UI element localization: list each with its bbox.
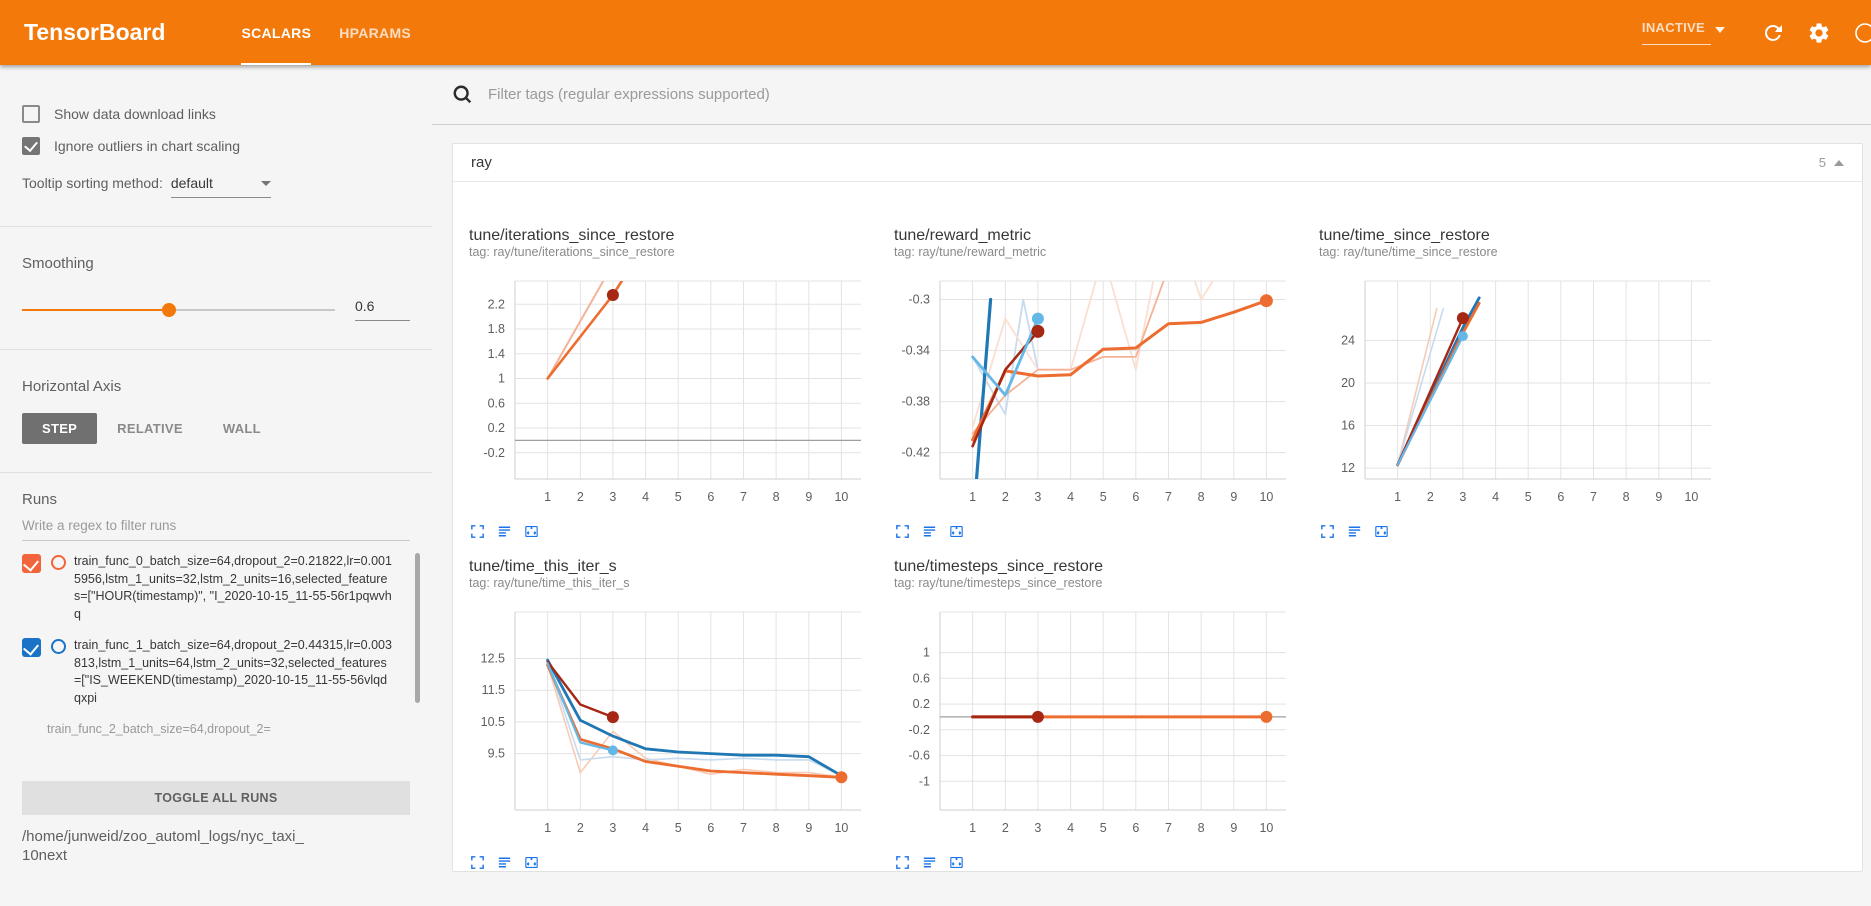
svg-text:6: 6: [1132, 490, 1139, 504]
svg-text:10: 10: [834, 821, 848, 835]
svg-text:4: 4: [1067, 490, 1074, 504]
svg-text:7: 7: [1165, 821, 1172, 835]
svg-text:1: 1: [1394, 490, 1401, 504]
svg-text:5: 5: [1525, 490, 1532, 504]
svg-text:9.5: 9.5: [488, 747, 505, 761]
svg-text:3: 3: [1034, 490, 1041, 504]
svg-text:-0.38: -0.38: [902, 395, 931, 409]
svg-text:6: 6: [1132, 821, 1139, 835]
svg-text:8: 8: [1198, 821, 1205, 835]
svg-text:0.2: 0.2: [913, 697, 930, 711]
svg-text:3: 3: [609, 821, 616, 835]
svg-text:10: 10: [1259, 490, 1273, 504]
svg-text:1.8: 1.8: [488, 322, 505, 336]
svg-text:1: 1: [969, 821, 976, 835]
svg-text:9: 9: [805, 490, 812, 504]
svg-text:2: 2: [577, 490, 584, 504]
svg-text:9: 9: [1230, 490, 1237, 504]
svg-text:24: 24: [1341, 333, 1355, 347]
svg-text:4: 4: [1067, 821, 1074, 835]
svg-text:11.5: 11.5: [482, 683, 505, 697]
svg-text:-1: -1: [919, 774, 930, 788]
svg-text:-0.6: -0.6: [908, 749, 930, 763]
svg-text:2: 2: [1002, 490, 1009, 504]
svg-text:10: 10: [834, 490, 848, 504]
svg-text:10: 10: [1259, 821, 1273, 835]
svg-text:5: 5: [1100, 490, 1107, 504]
svg-text:1: 1: [923, 646, 930, 660]
svg-text:5: 5: [1100, 821, 1107, 835]
svg-text:-0.34: -0.34: [902, 344, 931, 358]
svg-text:1: 1: [544, 821, 551, 835]
svg-text:-0.42: -0.42: [902, 446, 931, 460]
svg-text:7: 7: [1165, 490, 1172, 504]
svg-text:12.5: 12.5: [481, 652, 505, 666]
svg-text:4: 4: [642, 821, 649, 835]
svg-text:-0.2: -0.2: [483, 446, 505, 460]
svg-text:9: 9: [1655, 490, 1662, 504]
svg-text:1: 1: [969, 490, 976, 504]
svg-text:10.5: 10.5: [481, 715, 505, 729]
svg-text:-0.3: -0.3: [908, 293, 930, 307]
svg-text:8: 8: [1198, 490, 1205, 504]
svg-text:1: 1: [544, 490, 551, 504]
svg-text:20: 20: [1341, 376, 1355, 390]
svg-text:6: 6: [707, 490, 714, 504]
svg-text:5: 5: [675, 490, 682, 504]
svg-text:8: 8: [773, 821, 780, 835]
svg-text:-0.2: -0.2: [908, 723, 930, 737]
svg-text:8: 8: [773, 490, 780, 504]
svg-text:1.4: 1.4: [488, 347, 505, 361]
svg-text:3: 3: [1459, 490, 1466, 504]
svg-text:12: 12: [1341, 461, 1355, 475]
svg-text:1: 1: [498, 372, 505, 386]
svg-text:16: 16: [1341, 419, 1355, 433]
svg-text:2: 2: [1427, 490, 1434, 504]
svg-text:2: 2: [1002, 821, 1009, 835]
svg-text:3: 3: [1034, 821, 1041, 835]
svg-text:0.6: 0.6: [488, 396, 505, 410]
svg-text:2.2: 2.2: [488, 297, 505, 311]
svg-text:7: 7: [740, 821, 747, 835]
svg-text:6: 6: [1557, 490, 1564, 504]
svg-text:8: 8: [1623, 490, 1630, 504]
svg-text:0.2: 0.2: [488, 421, 505, 435]
svg-text:10: 10: [1684, 490, 1698, 504]
svg-text:3: 3: [609, 490, 616, 504]
svg-text:9: 9: [1230, 821, 1237, 835]
svg-text:4: 4: [642, 490, 649, 504]
svg-text:7: 7: [740, 490, 747, 504]
svg-text:9: 9: [805, 821, 812, 835]
svg-text:0.6: 0.6: [913, 671, 930, 685]
svg-text:7: 7: [1590, 490, 1597, 504]
svg-text:5: 5: [675, 821, 682, 835]
svg-text:2: 2: [577, 821, 584, 835]
svg-text:6: 6: [707, 821, 714, 835]
svg-text:4: 4: [1492, 490, 1499, 504]
